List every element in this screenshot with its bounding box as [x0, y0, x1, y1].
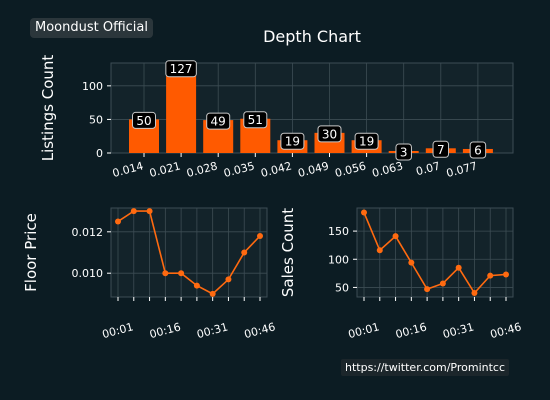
sales-count-chart: Sales Count 50 100 150 00:01 00:16 00:31 00:46 — [280, 207, 523, 341]
data-label: 3 — [400, 145, 408, 159]
x-tick-label: 00:31 — [195, 320, 229, 341]
bar — [166, 67, 197, 153]
data-label-box — [469, 141, 487, 159]
x-tick-label: 0.042 — [259, 159, 293, 180]
series-line — [363, 212, 507, 295]
data-point — [424, 286, 431, 293]
data-point — [225, 276, 232, 283]
data-label: 30 — [322, 127, 337, 141]
brand-badge: Moondust Official — [30, 18, 153, 38]
x-tick-label: 0.028 — [185, 159, 219, 180]
data-point — [257, 232, 263, 239]
data-point — [193, 282, 200, 289]
y-tick-label: 150 — [328, 225, 349, 238]
x-tick-label: 0.049 — [296, 159, 330, 180]
x-tick-label: 0.077 — [445, 159, 479, 180]
x-tick-label: 0.056 — [334, 159, 368, 180]
x-tick-label: 00:01 — [101, 320, 135, 341]
x-tick-label: 0.07 — [415, 159, 442, 178]
x-tick-label: 00:16 — [148, 320, 182, 341]
x-tick-label: 0.021 — [148, 159, 182, 180]
y-tick-label: 50 — [335, 281, 349, 294]
data-label-box — [354, 132, 379, 150]
y-tick-label: 0 — [96, 147, 103, 160]
data-label-box — [317, 125, 342, 143]
x-tick-label: 0.035 — [222, 159, 256, 180]
data-label: 19 — [285, 135, 300, 149]
data-label: 19 — [359, 135, 374, 149]
data-point — [503, 271, 509, 278]
data-label-box — [206, 112, 231, 130]
x-tick-label: 00:46 — [489, 320, 523, 341]
depth-chart: Depth Chart Listings Count 0 50 100 0.014 50 0.… — [39, 27, 514, 180]
plot-area — [356, 207, 514, 298]
y-tick-label: 0.010 — [72, 267, 104, 280]
data-label: 127 — [170, 62, 193, 76]
data-label: 50 — [136, 114, 151, 128]
y-tick-label: 0.012 — [72, 226, 104, 239]
data-label: 6 — [474, 143, 482, 157]
data-point — [115, 218, 121, 225]
data-point — [376, 247, 383, 254]
y-tick-label: 100 — [328, 253, 349, 266]
data-label: 7 — [437, 143, 445, 157]
x-tick-label: 0.063 — [371, 159, 405, 180]
y-axis-label: Floor Price — [22, 213, 40, 292]
data-label-box — [432, 140, 450, 158]
data-point — [439, 280, 446, 287]
floor-price-chart: Floor Price 0.010 0.012 00:01 00:16 00:31 00:4… — [22, 207, 277, 341]
x-tick-label: 00:46 — [243, 320, 277, 341]
data-point — [392, 233, 399, 240]
x-tick-label: 00:16 — [394, 320, 428, 341]
data-point — [146, 208, 153, 215]
y-axis-label: Sales Count — [280, 208, 297, 297]
data-point — [408, 259, 415, 266]
x-tick-label: 00:01 — [347, 320, 381, 341]
data-label: 49 — [211, 115, 226, 129]
data-point — [178, 270, 185, 277]
data-point — [241, 249, 248, 256]
data-label-box — [280, 132, 305, 150]
plot-area — [110, 207, 268, 298]
y-tick-label: 100 — [82, 80, 103, 93]
data-label-box — [132, 111, 156, 129]
data-label-box — [243, 111, 268, 129]
data-label: 51 — [248, 113, 263, 127]
y-tick-label: 50 — [89, 113, 103, 126]
data-label-box — [165, 60, 197, 78]
footer-link[interactable]: https://twitter.com/Promintcc — [341, 359, 509, 376]
x-tick-label: 00:31 — [441, 320, 475, 341]
data-point — [471, 290, 478, 297]
series-line — [117, 210, 261, 295]
data-point — [209, 290, 216, 297]
data-label-box — [395, 143, 412, 161]
x-tick-label: 0.014 — [111, 159, 145, 180]
y-axis-label: Listings Count — [39, 55, 57, 162]
data-point — [361, 209, 367, 216]
chart-title: Depth Chart — [263, 27, 361, 46]
data-point — [162, 270, 169, 277]
data-point — [130, 208, 137, 215]
data-point — [487, 272, 494, 279]
data-point — [455, 264, 462, 271]
